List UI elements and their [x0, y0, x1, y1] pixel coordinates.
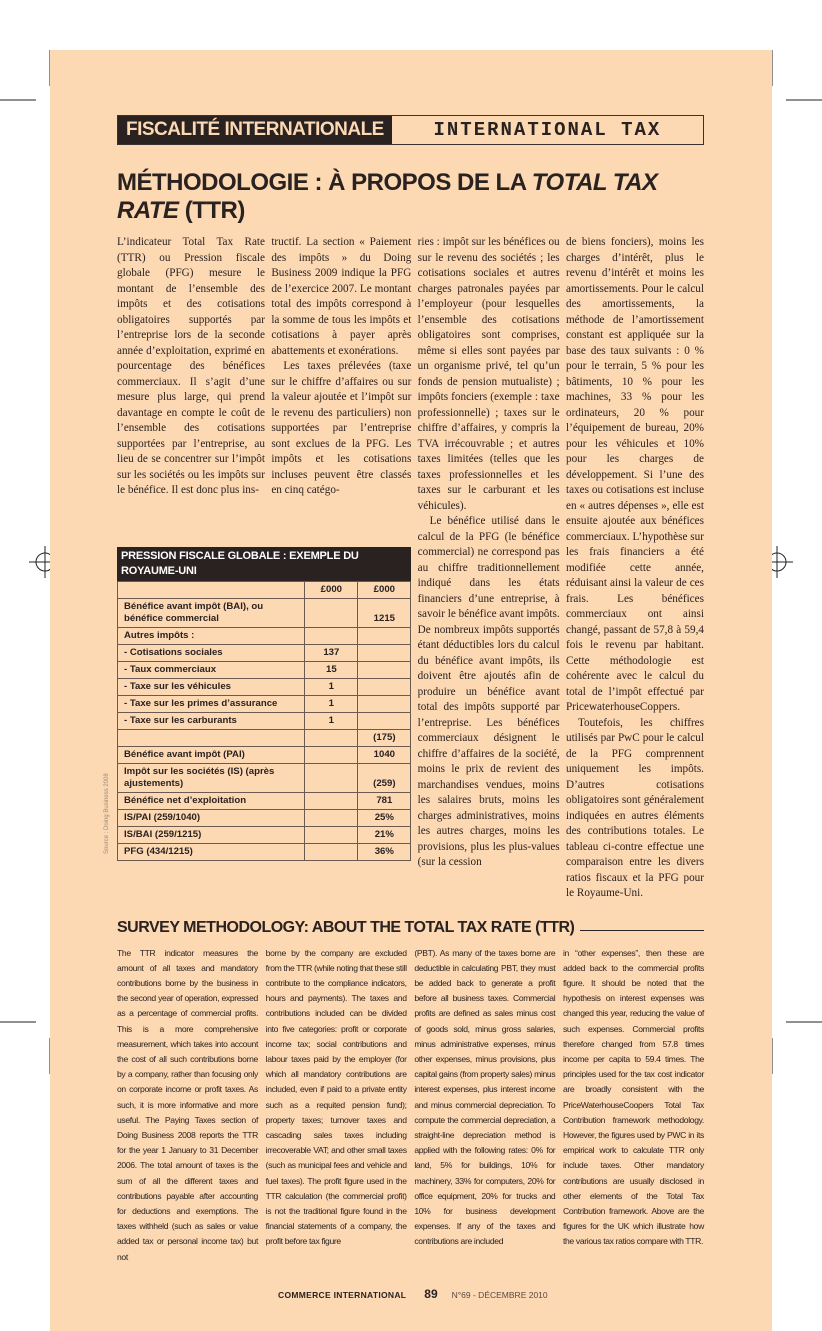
table-cell: - Taxe sur les véhicules — [116, 678, 306, 696]
english-title-text: SURVEY METHODOLOGY: ABOUT THE TOTAL TAX … — [117, 918, 575, 936]
table-cell: Impôt sur les sociétés (IS) (après ajust… — [116, 763, 306, 793]
page-footer: COMMERCE INTERNATIONAL 89 N°69 - DÉCEMBR… — [117, 1287, 704, 1301]
table-cell — [304, 763, 359, 793]
table-cell: (259) — [357, 763, 412, 793]
table-row: Bénéfice avant impôt (BAI), ou bénéfice … — [116, 598, 412, 628]
table-row: - Cotisations sociales 137 — [116, 644, 412, 662]
fr-column-1: L’indicateur Total Tax Rate (TTR) ou Pre… — [117, 235, 265, 499]
table-cell — [357, 627, 412, 645]
table-cell: IS/PAI (259/1040) — [116, 809, 306, 827]
title-prefix: MÉTHODOLOGIE : À PROPOS DE LA — [117, 169, 532, 196]
table-cell — [304, 826, 359, 844]
table-cell — [304, 792, 359, 810]
title-rule — [580, 930, 704, 931]
page-background: FISCALITÉ INTERNATIONALE INTERNATIONAL T… — [50, 50, 772, 1331]
table-cell: 36% — [357, 843, 412, 861]
fr-column-2: tructif. La section « Paiement des impôt… — [271, 235, 411, 499]
table-cell: 1215 — [357, 598, 412, 628]
table-cell: Bénéfice net d’exploitation — [116, 792, 306, 810]
paragraph: L’indicateur Total Tax Rate (TTR) ou Pre… — [117, 236, 265, 496]
en-column-2: borne by the company are excluded from t… — [265, 947, 407, 1247]
en-column-3: (PBT). As many of the taxes borne are de… — [414, 947, 556, 1247]
table-cell — [304, 598, 359, 628]
table-row: - Taxe sur les carburants 1 — [116, 712, 412, 730]
en-column-1: The TTR indicator measures the amount of… — [117, 947, 258, 1262]
french-section: L’indicateur Total Tax Rate (TTR) ou Pre… — [104, 235, 704, 902]
paragraph: ries : impôt sur les bénéfices ou sur le… — [417, 236, 560, 512]
publication-name: COMMERCE INTERNATIONAL — [278, 1289, 407, 1300]
paragraph: Le bénéfice utilisé dans le calcul de la… — [417, 515, 560, 868]
table-cell: 1 — [304, 695, 359, 713]
table-cell — [304, 809, 359, 827]
table-cell — [357, 644, 412, 662]
table-cell: 137 — [304, 644, 359, 662]
table-cell — [304, 627, 359, 645]
table-cell — [357, 712, 412, 730]
table-header-cell: £000 — [357, 581, 412, 599]
fr-column-4: de biens fonciers), moins les charges d’… — [566, 235, 704, 902]
table-cell: 781 — [357, 792, 412, 810]
fr-column-3: ries : impôt sur les bénéfices ou sur le… — [418, 235, 560, 871]
table-source: Source : Doing Business 2008 — [104, 773, 110, 854]
table-cell: 25% — [357, 809, 412, 827]
table-cell — [304, 843, 359, 861]
table-row: IS/PAI (259/1040) 25% — [116, 809, 412, 827]
table-row: - Taxe sur les primes d’assurance 1 — [116, 695, 412, 713]
table-cell: Bénéfice avant impôt (PAI) — [116, 746, 306, 764]
page-title: MÉTHODOLOGIE : À PROPOS DE LA TOTAL TAX … — [117, 169, 704, 225]
table-cell: 1 — [304, 712, 359, 730]
table-cell: - Taux commerciaux — [116, 661, 306, 679]
paragraph: tructif. La section « Paiement des impôt… — [271, 236, 412, 357]
table-cell: 1040 — [357, 746, 412, 764]
table-title: PRESSION FISCALE GLOBALE : EXEMPLE DU RO… — [117, 547, 412, 581]
english-section: The TTR indicator measures the amount of… — [117, 946, 704, 1265]
table-header-row: £000 £000 — [116, 581, 412, 599]
table-cell: 15 — [304, 661, 359, 679]
table-cell — [357, 661, 412, 679]
table-header-cell: £000 — [304, 581, 359, 599]
table-cell: - Taxe sur les primes d’assurance — [116, 695, 306, 713]
table-cell: (175) — [357, 729, 412, 747]
issue-info: N°69 - DÉCEMBRE 2010 — [451, 1289, 548, 1300]
table-cell: - Cotisations sociales — [116, 644, 306, 662]
table-cell — [304, 729, 359, 747]
table-cell: Autres impôts : — [116, 627, 306, 645]
en-column-4: in “other expenses”, then these are adde… — [562, 947, 704, 1247]
page-number: 89 — [424, 1286, 438, 1301]
table-row: Impôt sur les sociétés (IS) (après ajust… — [116, 763, 412, 793]
table-row: - Taxe sur les véhicules 1 — [116, 678, 412, 696]
title-suffix: (TTR) — [178, 197, 246, 224]
table-row: Bénéfice net d’exploitation 781 — [116, 792, 412, 810]
section-label-fr: FISCALITÉ INTERNATIONALE — [118, 116, 392, 144]
title-italic: TOTAL TAX RATE — [117, 169, 658, 224]
table-row: (175) — [116, 729, 412, 747]
table-cell — [304, 746, 359, 764]
table-cell: Bénéfice avant impôt (BAI), ou bénéfice … — [116, 598, 306, 628]
table-cell — [357, 695, 412, 713]
paragraph: Les taxes prélevées (taxe sur le chiffre… — [271, 360, 412, 496]
table-cell: 21% — [357, 826, 412, 844]
table-cell — [357, 678, 412, 696]
table-grid: £000 £000 Bénéfice avant impôt (BAI), ou b… — [116, 581, 412, 861]
section-header: FISCALITÉ INTERNATIONALE INTERNATIONAL T… — [117, 115, 704, 145]
tax-table: PRESSION FISCALE GLOBALE : EXEMPLE DU RO… — [104, 547, 412, 861]
section-label-en: INTERNATIONAL TAX — [433, 119, 662, 141]
english-title: SURVEY METHODOLOGY: ABOUT THE TOTAL TAX … — [117, 918, 704, 938]
table-cell — [116, 729, 306, 747]
paragraph: de biens fonciers), moins les charges d’… — [565, 236, 704, 713]
table-cell: 1 — [304, 678, 359, 696]
paragraph: Toutefois, les chiffres utilisés par PwC… — [565, 716, 704, 900]
table-row: Bénéfice avant impôt (PAI) 1040 — [116, 746, 412, 764]
table-row: - Taux commerciaux 15 — [116, 661, 412, 679]
table-header-cell — [116, 581, 306, 599]
table-row: IS/BAI (259/1215) 21% — [116, 826, 412, 844]
table-row: Autres impôts : — [116, 627, 412, 645]
table-cell: - Taxe sur les carburants — [116, 712, 306, 730]
table-row: PFG (434/1215) 36% — [116, 843, 412, 861]
table-cell: PFG (434/1215) — [116, 843, 306, 861]
table-cell: IS/BAI (259/1215) — [116, 826, 306, 844]
